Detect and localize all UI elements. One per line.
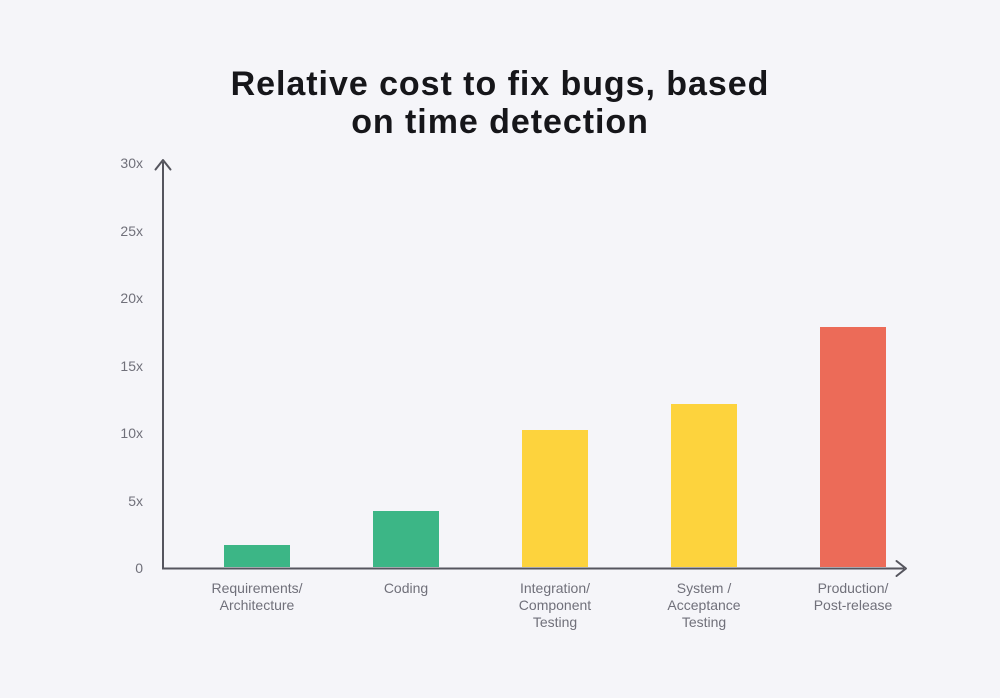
chart-title: Relative cost to fix bugs, based on time …: [0, 65, 1000, 141]
y-tick-label-0: 0: [135, 560, 143, 576]
y-tick-label-25x: 25x: [120, 222, 143, 239]
y-tick-label-10x: 10x: [120, 425, 143, 441]
category-label-production-post-release: Production/Post-release: [813, 579, 893, 613]
category-label-coding: Coding: [383, 579, 429, 596]
chart-title-line-2: on time detection: [351, 103, 649, 141]
x-axis-arrow-icon: [895, 560, 907, 577]
bar-coding: [373, 510, 439, 568]
category-label-integration-component-testing: Integration/Component Testing: [518, 579, 592, 630]
bar-requirements-architecture: [224, 544, 290, 568]
category-label-requirements-architecture: Requirements/Architecture: [211, 579, 303, 613]
category-label-system-acceptance-testing: System / Acceptance Testing: [667, 579, 741, 630]
y-tick-label-30x: 30x: [120, 155, 143, 171]
y-tick-label-20x: 20x: [120, 290, 143, 306]
bar-integration-component-testing: [522, 429, 588, 568]
bar-system-acceptance-testing: [671, 404, 737, 568]
y-axis-arrow-icon: [154, 159, 172, 171]
y-tick-label-15x: 15x: [120, 357, 143, 374]
chart-title-line-1: Relative cost to fix bugs, based: [230, 65, 770, 103]
y-tick-label-5x: 5x: [128, 492, 143, 509]
bar-production-post-release: [820, 327, 886, 568]
